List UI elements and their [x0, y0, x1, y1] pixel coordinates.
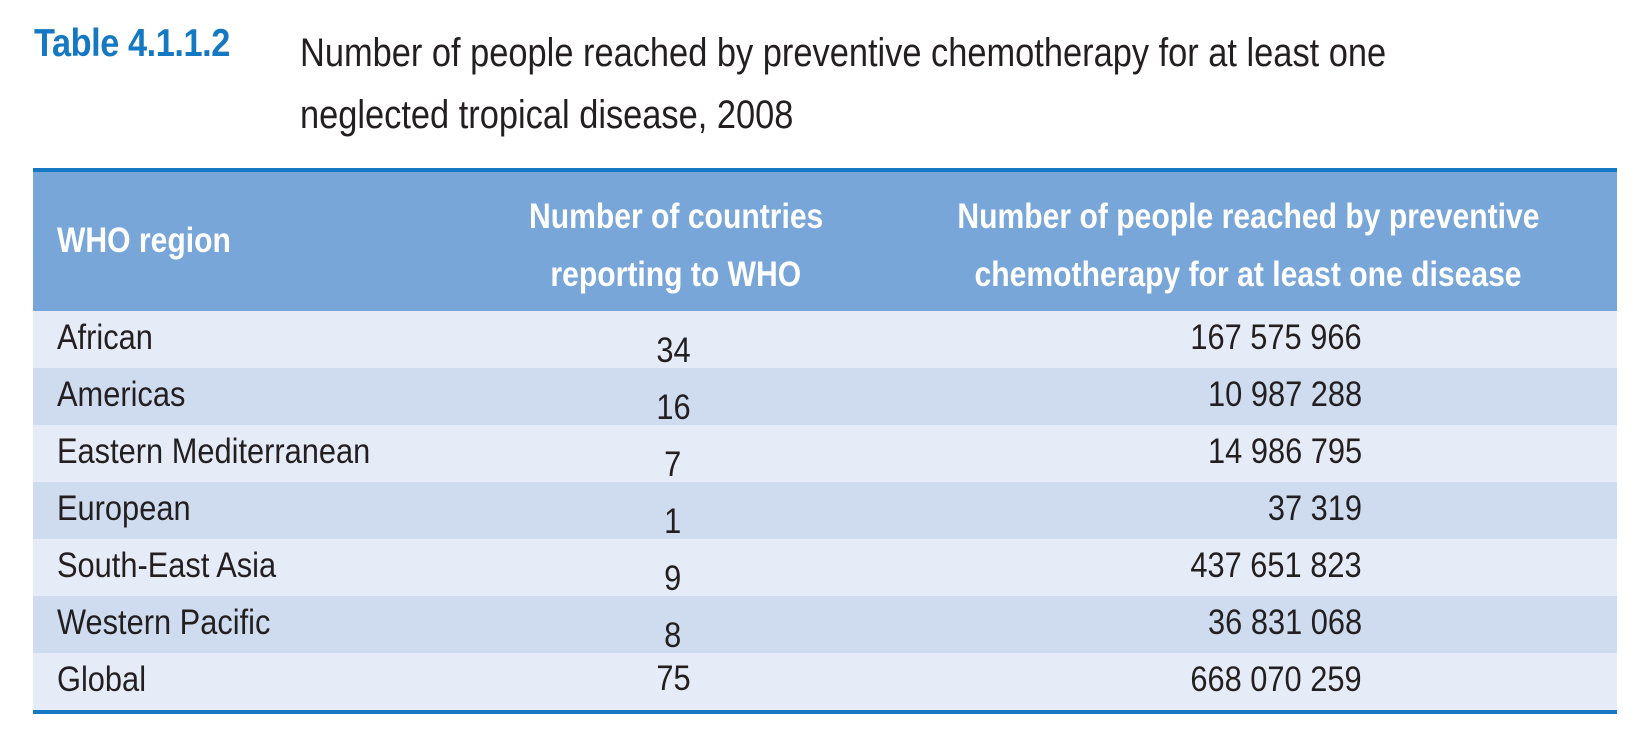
- data-table: WHO region Number of countries reporting…: [33, 168, 1617, 714]
- cell-countries-reporting: 1: [664, 502, 682, 541]
- cell-countries-reporting: 8: [664, 616, 682, 655]
- table-row: European 1 37 319: [33, 482, 1617, 541]
- cell-who-region: South-East Asia: [57, 546, 277, 585]
- cell-countries-reporting: 16: [655, 388, 691, 427]
- cell-people-reached: 36 831 068: [1207, 603, 1362, 642]
- table-title-line-2: neglected tropical disease, 2008: [300, 93, 794, 137]
- table-row: South-East Asia 9 437 651 823: [33, 539, 1617, 598]
- table-title: Number of people reached by preventive c…: [300, 22, 1409, 146]
- header-countries-reporting: Number of countries reporting to WHO: [528, 197, 824, 294]
- header-who-region: WHO region: [57, 221, 231, 260]
- table-title-line-1: Number of people reached by preventive c…: [300, 31, 1387, 75]
- cell-who-region: Western Pacific: [57, 603, 271, 642]
- table-row: Americas 16 10 987 288: [33, 368, 1617, 427]
- cell-who-region: European: [57, 489, 191, 528]
- cell-people-reached: 37 319: [1267, 489, 1362, 528]
- table-header-row: WHO region Number of countries reporting…: [33, 172, 1617, 311]
- cell-countries-reporting: 34: [655, 331, 691, 370]
- cell-people-reached: 167 575 966: [1190, 318, 1362, 357]
- header-people-reached: Number of people reached by preventive c…: [956, 197, 1540, 294]
- table-bottom-rule: [33, 710, 1617, 714]
- table-row: African 34 167 575 966: [33, 311, 1617, 370]
- table-body: African 34 167 575 966 Americas 16 10 987 288…: [33, 311, 1617, 710]
- table-row: Eastern Mediterranean 7 14 986 795: [33, 425, 1617, 484]
- table-top-rule: [33, 168, 1617, 172]
- cell-people-reached: 10 987 288: [1207, 375, 1362, 414]
- table-number-label: Table 4.1.1.2: [34, 22, 230, 65]
- cell-countries-reporting: 75: [655, 659, 691, 698]
- cell-people-reached: 668 070 259: [1190, 660, 1362, 699]
- cell-who-region: Global: [57, 660, 147, 699]
- table-row: Global 75 668 070 259: [33, 653, 1617, 710]
- cell-countries-reporting: 9: [664, 559, 682, 598]
- cell-who-region: African: [57, 318, 153, 357]
- table-row: Western Pacific 8 36 831 068: [33, 596, 1617, 655]
- cell-who-region: Eastern Mediterranean: [57, 432, 371, 471]
- cell-countries-reporting: 7: [664, 445, 682, 484]
- cell-who-region: Americas: [57, 375, 186, 414]
- cell-people-reached: 14 986 795: [1207, 432, 1362, 471]
- cell-people-reached: 437 651 823: [1190, 546, 1362, 585]
